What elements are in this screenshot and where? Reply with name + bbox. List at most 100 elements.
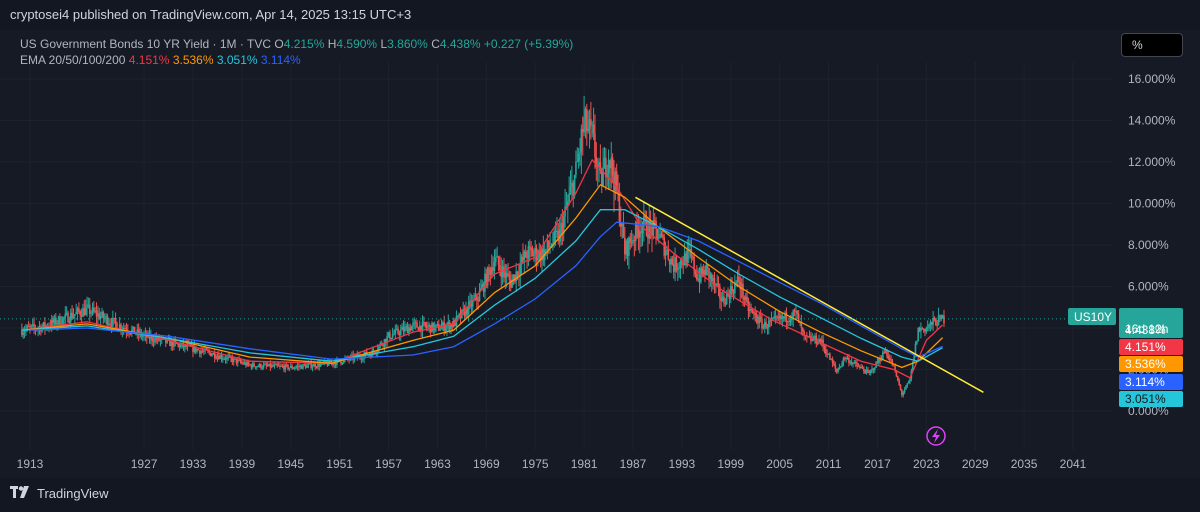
candle-body [531, 250, 534, 257]
candle-body [217, 356, 220, 360]
candle-body [702, 270, 705, 275]
candle-body [71, 312, 73, 319]
candle-body [257, 366, 259, 368]
candle-body [869, 370, 872, 373]
candle-body [592, 124, 595, 134]
candle-body [868, 371, 871, 373]
x-tick-label: 2029 [962, 457, 989, 471]
candle-body [159, 339, 162, 341]
candle-body [803, 331, 805, 336]
candle-body [340, 361, 342, 364]
x-tick-label: 1975 [522, 457, 549, 471]
candle-body [853, 361, 856, 364]
candle-body [29, 326, 31, 328]
candle-body [860, 366, 862, 368]
candle-body [247, 362, 250, 365]
candle-body [603, 157, 606, 168]
candle-body [291, 365, 293, 369]
candle-body [125, 328, 128, 332]
candle-body [820, 339, 823, 342]
candle-body [736, 276, 739, 283]
candle-body [710, 274, 713, 282]
tradingview-logo-icon [10, 486, 32, 501]
candle-body [701, 267, 704, 275]
candle-body [341, 362, 344, 364]
candle-body [182, 342, 185, 348]
candle-body [317, 363, 319, 368]
candle-body [311, 366, 314, 368]
candle-body [500, 269, 503, 278]
candle-body [520, 256, 523, 265]
candle-body [566, 201, 569, 207]
candle-body [226, 357, 228, 360]
candle-body [757, 321, 759, 324]
candle-body [562, 216, 565, 234]
x-tick-label: 1939 [229, 457, 256, 471]
candle-body [254, 366, 257, 368]
candle-body [211, 354, 213, 356]
candle-body [666, 249, 668, 252]
percent-scale-button[interactable]: % [1121, 33, 1183, 57]
candle-body [504, 272, 507, 278]
candle-body [512, 274, 515, 280]
candle-body [784, 312, 786, 318]
candle-body [412, 323, 414, 327]
candle-body [132, 326, 135, 330]
candle-body [926, 327, 929, 329]
candle-body [664, 251, 667, 256]
candle-body [82, 308, 84, 317]
candle-body [432, 322, 435, 331]
candle-body [509, 279, 512, 288]
candle-body [489, 269, 492, 275]
grid [0, 62, 1112, 450]
lightning-icon[interactable] [926, 426, 946, 446]
candle-body [84, 307, 87, 316]
candle-body [873, 367, 876, 371]
candle-body [325, 361, 327, 363]
candle-body [235, 358, 238, 364]
candle-body [55, 317, 57, 325]
x-tick-label: 1933 [180, 457, 207, 471]
candle-body [590, 119, 592, 125]
candle-body [209, 352, 212, 356]
candle-body [720, 298, 723, 301]
candle-body [408, 327, 410, 334]
legend-symbol[interactable]: US Government Bonds 10 YR Yield · 1M · T… [20, 37, 271, 51]
candle-body [615, 171, 618, 190]
candle-body [729, 286, 732, 299]
candle-body [732, 291, 735, 294]
candle-body [283, 366, 285, 370]
x-tick-label: 1981 [571, 457, 598, 471]
candle-body [112, 317, 114, 327]
candle-body [284, 364, 287, 370]
candle-body [518, 275, 520, 277]
candle-body [527, 246, 530, 259]
candle-body [742, 283, 744, 298]
ema50-tag: 3.536% [1119, 356, 1183, 372]
candle-body [451, 324, 454, 327]
candle-body [599, 162, 602, 171]
candle-body [231, 358, 234, 363]
candle-body [925, 328, 928, 332]
candle-body [265, 364, 268, 366]
candle-body [234, 358, 236, 360]
candle-body [545, 248, 547, 250]
candle-body [250, 364, 253, 368]
y-tick-label: 12.000% [1128, 155, 1176, 169]
candle-body [682, 264, 685, 266]
footer-brand[interactable]: TradingView [37, 486, 109, 501]
candle-body [370, 354, 372, 357]
candle-body [762, 326, 765, 329]
candle-body [816, 343, 819, 345]
candle-body [871, 368, 873, 371]
ema50-tag-text: 3.536% [1125, 357, 1166, 371]
candle-body [746, 296, 748, 302]
candle-body [418, 325, 421, 331]
ema-label[interactable]: EMA 20/50/100/200 [20, 53, 126, 67]
candle-body [797, 313, 800, 323]
candle-body [553, 231, 556, 244]
candle-body [630, 242, 633, 244]
candle-body [763, 322, 766, 327]
footer: TradingView [10, 486, 109, 501]
